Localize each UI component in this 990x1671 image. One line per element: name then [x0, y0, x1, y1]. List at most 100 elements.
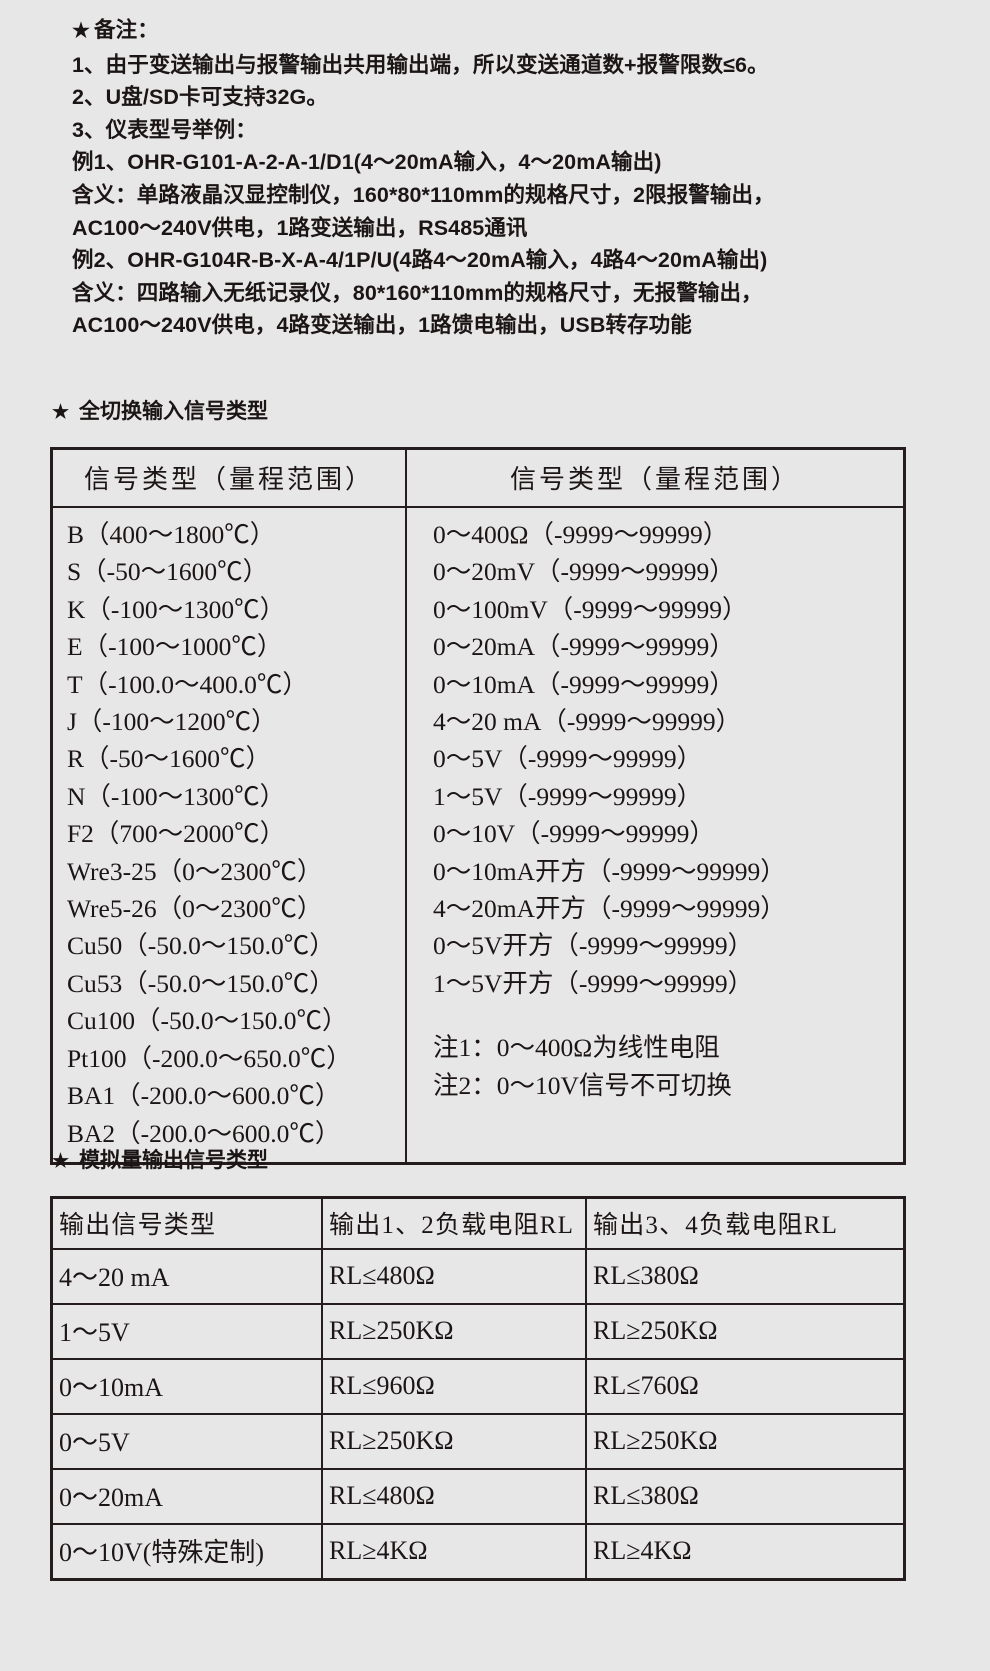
table-row: 1～5V RL≥250KΩ RL≥250KΩ: [50, 1303, 906, 1360]
footnote-1: 注1：0～400Ω为线性电阻: [433, 1033, 720, 1063]
list-item: F2（700～2000℃）: [67, 819, 286, 849]
table-row: 0～5V RL≥250KΩ RL≥250KΩ: [50, 1413, 906, 1470]
output-signal-table: 输出信号类型 输出1、2负载电阻RL 输出3、4负载电阻RL 4～20 mA R…: [50, 1196, 906, 1581]
remark-example-1-meaning-b: AC100～240V供电，1路变送输出，RS485通讯: [72, 215, 528, 240]
table-header-row: 信号类型（量程范围） 信号类型（量程范围）: [50, 447, 906, 508]
remark-line-1: 1、由于变送输出与报警输出共用输出端，所以变送通道数+报警限数≤6。: [72, 52, 769, 77]
cell-text: 0～5V: [59, 1428, 130, 1457]
table-header-row: 输出信号类型 输出1、2负载电阻RL 输出3、4负载电阻RL: [50, 1196, 906, 1250]
list-item: Cu100（-50.0～150.0℃）: [67, 1006, 348, 1036]
cell-text: RL≤380Ω: [593, 1260, 699, 1290]
list-item: J（-100～1200℃）: [67, 707, 277, 737]
input-signal-table: 信号类型（量程范围） 信号类型（量程范围） B（400～1800℃） S（-50…: [50, 447, 906, 1165]
remark-example-1: 例1、OHR-G101-A-2-A-1/D1(4～20mA输入，4～20mA输出…: [72, 150, 662, 175]
table-row: 0～20mA RL≤480Ω RL≤380Ω: [50, 1468, 906, 1525]
remark-line-3: 3、仪表型号举例：: [72, 117, 257, 142]
cell-text: 0～10V(特殊定制): [59, 1538, 265, 1567]
list-item: 1～5V（-9999～99999）: [433, 781, 703, 811]
list-item: K（-100～1300℃）: [67, 594, 286, 624]
cell-rl12: RL≥250KΩ: [321, 1303, 587, 1360]
right-signal-list-cell: 0～400Ω（-9999～99999） 0～20mV（-9999～99999） …: [405, 505, 906, 1165]
header-right-label: 信号类型（量程范围）: [509, 465, 800, 494]
list-item: 0～10V（-9999～99999）: [433, 819, 715, 849]
cell-text: 1～5V: [59, 1318, 130, 1347]
table-body-row: B（400～1800℃） S（-50～1600℃） K（-100～1300℃） …: [50, 505, 906, 1165]
list-item: Pt100（-200.0～650.0℃）: [67, 1043, 352, 1073]
cell-text: RL≤760Ω: [593, 1370, 699, 1400]
cell-text: RL≤960Ω: [329, 1370, 435, 1400]
list-item: T（-100.0～400.0℃）: [67, 669, 308, 699]
cell-text: RL≤480Ω: [329, 1260, 435, 1290]
header-left-label: 信号类型（量程范围）: [83, 465, 374, 494]
cell-rl12: RL≥250KΩ: [321, 1413, 587, 1470]
cell-rl34: RL≤380Ω: [585, 1248, 906, 1305]
list-spacer: [407, 1002, 903, 1029]
remark-example-2: 例2、OHR-G104R-B-X-A-4/1P/U(4路4～20mA输入，4路4…: [72, 248, 768, 273]
list-item: 0～100mV（-9999～99999）: [433, 594, 748, 624]
cell-type: 0～10mA: [50, 1358, 323, 1415]
remark-example-2-meaning-b: AC100～240V供电，4路变送输出，1路馈电输出，USB转存功能: [72, 313, 692, 338]
list-item: Cu53（-50.0～150.0℃）: [67, 968, 335, 998]
list-item: 4～20 mA（-9999～99999）: [433, 707, 742, 737]
star-icon: ★: [52, 402, 70, 423]
remark-example-1-meaning-a: 含义：单路液晶汉显控制仪，160*80*110mm的规格尺寸，2限报警输出，: [72, 182, 775, 207]
list-item: Wre5-26（0～2300℃）: [67, 894, 323, 924]
cell-type: 0～5V: [50, 1413, 323, 1470]
remark-example-2-meaning-a: 含义：四路输入无纸记录仪，80*160*110mm的规格尺寸，无报警输出，: [72, 280, 763, 305]
cell-rl12: RL≥4KΩ: [321, 1523, 587, 1581]
remark-line-2: 2、U盘/SD卡可支持32G。: [72, 85, 328, 110]
star-icon: ★: [72, 20, 91, 42]
cell-text: RL≤380Ω: [593, 1480, 699, 1510]
list-item: 0～5V（-9999～99999）: [433, 744, 703, 774]
remarks-heading: ★ 备注：: [72, 14, 952, 48]
list-item: N（-100～1300℃）: [67, 781, 286, 811]
list-item: 0～10mA（-9999～99999）: [433, 669, 735, 699]
output-header-rl12: 输出1、2负载电阻RL: [321, 1196, 587, 1250]
cell-text: RL≤480Ω: [329, 1480, 435, 1510]
list-item: Wre3-25（0～2300℃）: [67, 856, 323, 886]
remarks-heading-text: 备注：: [94, 18, 159, 42]
output-header-type: 输出信号类型: [50, 1196, 323, 1250]
left-signal-list-cell: B（400～1800℃） S（-50～1600℃） K（-100～1300℃） …: [50, 505, 407, 1165]
cell-type: 0～10V(特殊定制): [50, 1523, 323, 1581]
list-item: BA2（-200.0～600.0℃）: [67, 1118, 341, 1148]
list-item: E（-100～1000℃）: [67, 632, 283, 662]
cell-text: 0～20mA: [59, 1483, 164, 1512]
cell-text: RL≥4KΩ: [593, 1535, 692, 1565]
cell-type: 0～20mA: [50, 1468, 323, 1525]
list-item: 0～5V开方（-9999～99999）: [433, 931, 754, 961]
output-signal-section-heading: ★ 模拟量输出信号类型: [52, 1144, 268, 1174]
list-item: BA1（-200.0～600.0℃）: [67, 1081, 341, 1111]
list-item: 4～20mA开方（-9999～99999）: [433, 894, 786, 924]
cell-type: 1～5V: [50, 1303, 323, 1360]
cell-text: RL≥250KΩ: [593, 1315, 718, 1345]
output-header-rl34-label: 输出3、4负载电阻RL: [593, 1212, 839, 1239]
output-header-type-label: 输出信号类型: [59, 1212, 217, 1239]
cell-text: 0～10mA: [59, 1373, 164, 1402]
list-item: S（-50～1600℃）: [67, 557, 269, 587]
cell-text: RL≥4KΩ: [329, 1535, 428, 1565]
left-signal-list: B（400～1800℃） S（-50～1600℃） K（-100～1300℃） …: [53, 508, 405, 1162]
list-item: 0～20mA（-9999～99999）: [433, 632, 735, 662]
table-row: 4～20 mA RL≤480Ω RL≤380Ω: [50, 1248, 906, 1305]
cell-rl34: RL≤760Ω: [585, 1358, 906, 1415]
cell-text: RL≥250KΩ: [329, 1425, 454, 1455]
cell-rl34: RL≥250KΩ: [585, 1413, 906, 1470]
cell-rl12: RL≤960Ω: [321, 1358, 587, 1415]
list-item: B（400～1800℃）: [67, 520, 276, 549]
cell-rl34: RL≥4KΩ: [585, 1523, 906, 1581]
input-signal-section-heading: ★ 全切换输入信号类型: [52, 395, 268, 425]
list-item: 0～400Ω（-9999～99999）: [433, 520, 729, 549]
output-signal-section-title: 模拟量输出信号类型: [79, 1149, 269, 1172]
list-item: R（-50～1600℃）: [67, 744, 272, 774]
output-header-rl34: 输出3、4负载电阻RL: [585, 1196, 906, 1250]
footnote-2: 注2：0～10V信号不可切换: [433, 1070, 732, 1100]
output-header-rl12-label: 输出1、2负载电阻RL: [329, 1212, 575, 1239]
header-cell-right: 信号类型（量程范围）: [405, 447, 906, 508]
cell-rl34: RL≥250KΩ: [585, 1303, 906, 1360]
star-icon: ★: [52, 1151, 70, 1172]
cell-rl34: RL≤380Ω: [585, 1468, 906, 1525]
remarks-block: ★ 备注： 1、由于变送输出与报警输出共用输出端，所以变送通道数+报警限数≤6。 …: [72, 14, 952, 342]
cell-text: RL≥250KΩ: [329, 1315, 454, 1345]
cell-rl12: RL≤480Ω: [321, 1248, 587, 1305]
